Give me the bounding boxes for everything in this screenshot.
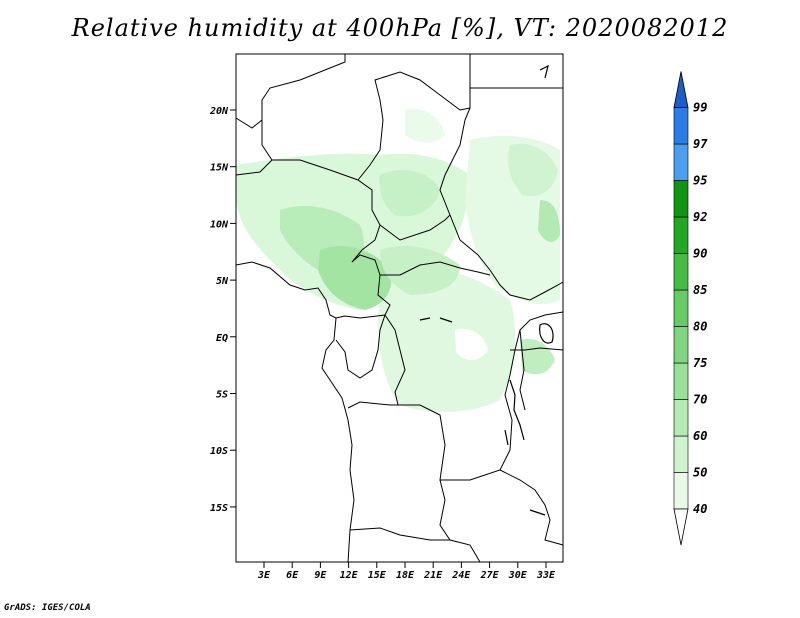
colorbar-label: 80 xyxy=(693,320,707,334)
lat-tick-label: 20N xyxy=(209,106,229,117)
lon-tick-label: 9E xyxy=(314,570,327,581)
colorbar-swatch xyxy=(673,362,689,400)
colorbar-label: 60 xyxy=(693,429,707,443)
colorbar-swatch xyxy=(673,326,689,364)
colorbar-label: 70 xyxy=(693,393,707,407)
colorbar-high-triangle xyxy=(673,71,689,108)
colorbar-swatch xyxy=(673,289,689,327)
lat-tick-label: 10N xyxy=(210,219,229,230)
lon-tick-label: 21E xyxy=(423,570,443,581)
lon-tick-label: 3E xyxy=(257,570,271,581)
colorbar-swatch xyxy=(673,399,689,437)
longitude-axis: 3E 6E 9E 12E 15E 18E 21E 24E 27E 30E 33E xyxy=(257,562,556,581)
lat-tick-label: 5N xyxy=(216,276,229,287)
lon-tick-label: 27E xyxy=(480,570,500,581)
colorbar-swatch xyxy=(673,472,689,510)
map-frame xyxy=(235,53,564,563)
colorbar-swatch xyxy=(673,180,689,218)
lat-tick-label: 15N xyxy=(210,163,229,174)
colorbar-label: 99 xyxy=(693,101,707,115)
humidity-shading xyxy=(236,108,560,412)
colorbar-swatch xyxy=(673,143,689,181)
lon-tick-label: 12E xyxy=(340,570,359,581)
lon-tick-label: 6E xyxy=(286,570,299,581)
lat-tick-label: 5S xyxy=(216,390,228,401)
colorbar-label: 75 xyxy=(693,356,707,370)
colorbar-swatch xyxy=(673,435,689,473)
country-borders xyxy=(235,54,564,563)
colorbar-swatch xyxy=(673,107,689,145)
colorbar-swatch xyxy=(673,216,689,254)
lake-outlines xyxy=(419,64,554,516)
lon-tick-label: 18E xyxy=(396,570,415,581)
colorbar-label: 95 xyxy=(693,174,707,188)
credit-text: GrADS: IGES/COLA xyxy=(4,603,91,613)
colorbar-label: 40 xyxy=(693,502,707,516)
latitude-axis: 20N 15N 10N 5N EQ 5S 10S 15S xyxy=(209,106,236,514)
chart-title: Relative humidity at 400hPa [%], VT: 202… xyxy=(71,14,729,42)
lat-tick-label: EQ xyxy=(216,333,228,344)
colorbar-low-triangle xyxy=(673,508,689,546)
colorbar-label: 85 xyxy=(693,283,707,297)
lon-tick-label: 15E xyxy=(368,570,387,581)
colorbar-label: 90 xyxy=(693,247,707,261)
colorbar-label: 50 xyxy=(693,466,707,480)
colorbar-swatch xyxy=(673,253,689,291)
lat-tick-label: 15S xyxy=(210,503,228,514)
colorbar: 40 50 60 70 75 80 85 90 92 95 97 99 xyxy=(673,71,708,546)
lon-tick-label: 24E xyxy=(451,570,471,581)
colorbar-label: 97 xyxy=(693,137,708,151)
colorbar-label: 92 xyxy=(693,210,707,224)
lon-tick-label: 33E xyxy=(536,570,556,581)
lat-tick-label: 10S xyxy=(210,446,228,457)
lon-tick-label: 30E xyxy=(508,570,528,581)
